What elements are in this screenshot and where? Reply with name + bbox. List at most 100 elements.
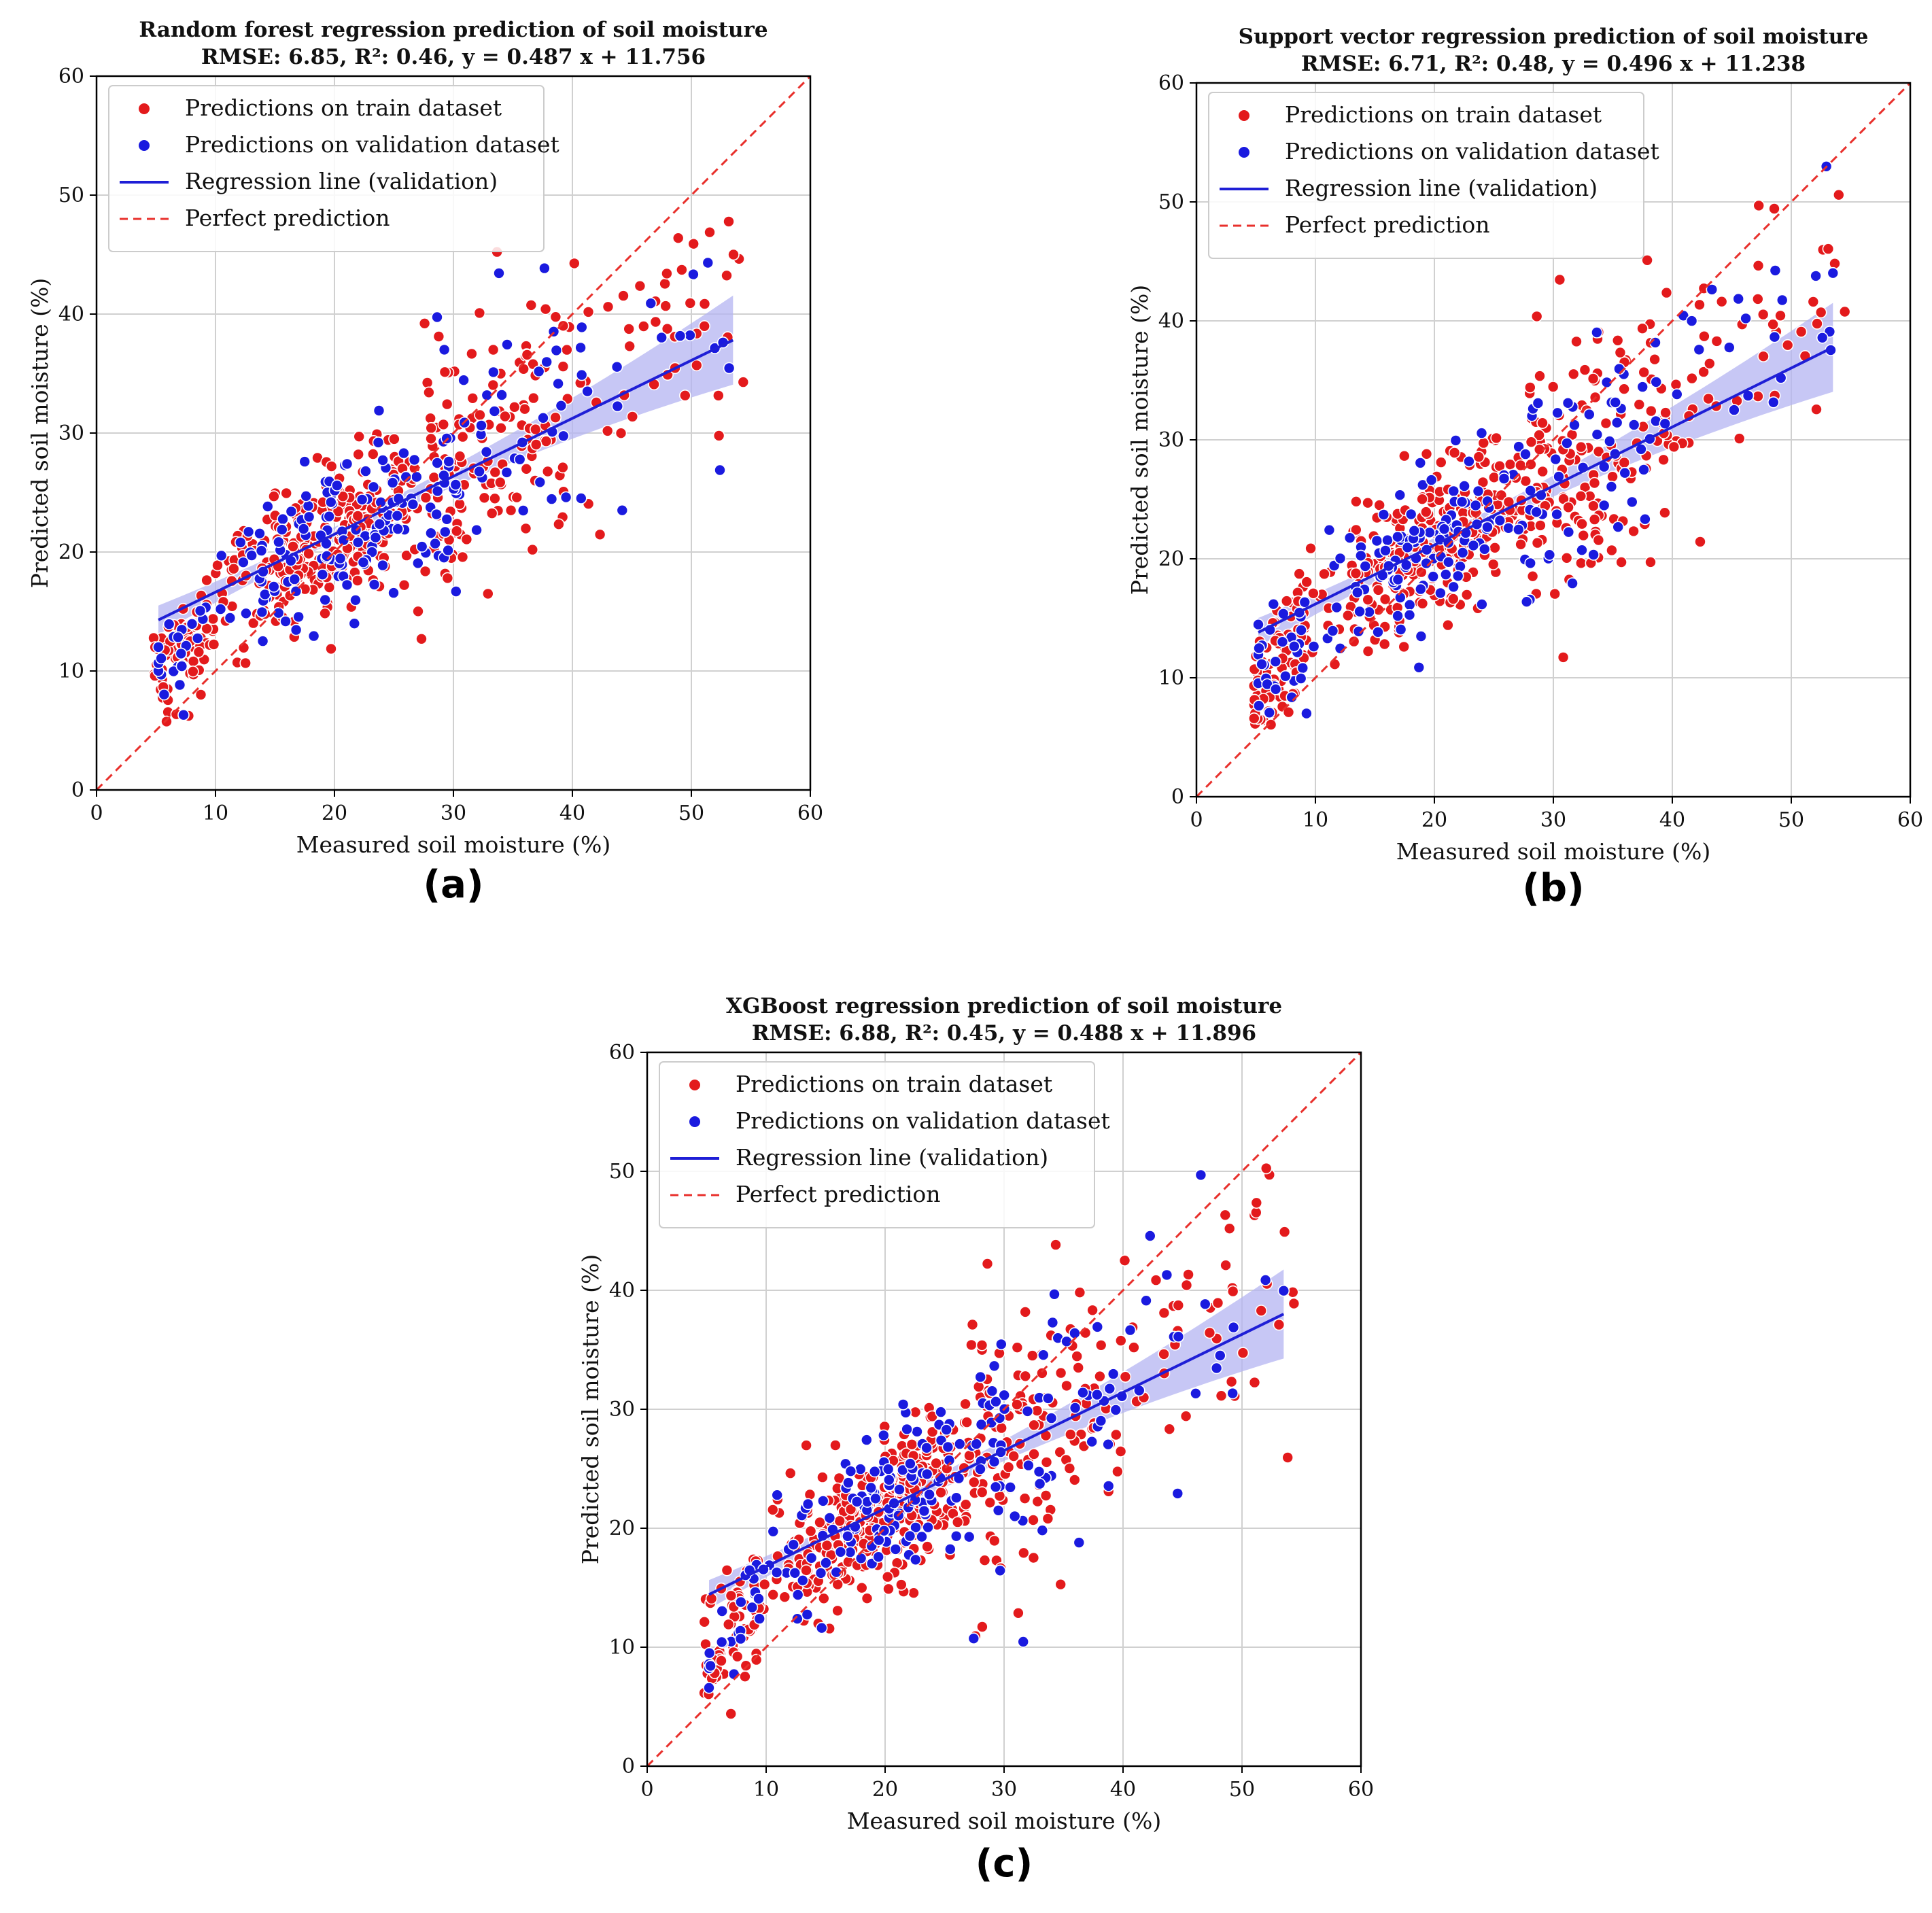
legend-entry: Regression line (validation): [185, 168, 498, 194]
validation-point: [1543, 549, 1556, 562]
validation-point: [1256, 658, 1268, 670]
validation-point: [1551, 508, 1563, 521]
validation-point: [1008, 1510, 1021, 1523]
train-point: [1530, 310, 1543, 323]
x-tick-label: 60: [797, 802, 823, 825]
train-point: [1280, 595, 1293, 607]
validation-point: [496, 389, 508, 401]
train-point: [722, 1618, 735, 1631]
validation-point: [488, 405, 501, 417]
validation-point: [1160, 1269, 1173, 1281]
y-tick-label: 20: [1158, 547, 1184, 571]
validation-point: [1403, 598, 1416, 611]
validation-point: [805, 1552, 818, 1564]
panel-c: 00 10 10 20 20 30 30 40 40 50 50 60 60 XGBoost regres…: [577, 994, 1374, 1886]
train-point: [351, 574, 364, 587]
validation-point: [910, 1521, 922, 1534]
validation-point: [175, 660, 188, 672]
x-tick-label: 40: [1110, 1778, 1136, 1802]
train-point: [978, 1554, 991, 1566]
validation-point: [1045, 1412, 1058, 1424]
validation-point: [175, 647, 188, 660]
validation-point: [944, 1543, 956, 1555]
validation-point: [1451, 570, 1464, 583]
validation-point: [410, 470, 423, 483]
validation-point: [1816, 331, 1829, 344]
validation-point: [734, 1632, 747, 1645]
x-tick-label: 0: [90, 802, 103, 825]
validation-point: [1549, 453, 1562, 466]
train-point: [1054, 1578, 1067, 1591]
validation-point: [1447, 581, 1460, 593]
train-point: [1576, 517, 1588, 530]
validation-point: [954, 1438, 966, 1450]
validation-point: [369, 531, 382, 544]
train-point: [194, 689, 207, 701]
y-tick-label: 50: [1158, 190, 1184, 214]
train-point: [1118, 1254, 1131, 1266]
train-point: [750, 1653, 763, 1666]
validation-point: [501, 339, 513, 351]
train-point: [539, 303, 552, 315]
train-point: [1278, 1226, 1291, 1238]
validation-point: [920, 1442, 933, 1454]
y-tick-label: 40: [609, 1279, 635, 1303]
validation-point: [191, 632, 204, 644]
train-point: [1627, 525, 1640, 538]
train-point: [1260, 1162, 1273, 1175]
validation-point: [458, 374, 470, 387]
validation-point: [443, 455, 455, 468]
validation-point: [1379, 545, 1392, 557]
train-point: [541, 465, 554, 478]
train-point: [615, 427, 627, 440]
validation-point: [1091, 1321, 1104, 1333]
legend-box: [659, 1061, 1095, 1228]
validation-point: [940, 1424, 952, 1436]
train-point: [1704, 357, 1716, 370]
validation-point: [610, 360, 623, 373]
validation-point: [267, 581, 280, 593]
train-point: [1054, 1366, 1067, 1379]
validation-point: [470, 523, 483, 536]
validation-point: [330, 479, 343, 492]
train-point: [192, 646, 205, 658]
validation-point: [655, 331, 668, 344]
train-point: [366, 448, 379, 460]
validation-point: [341, 458, 353, 470]
train-point: [1362, 496, 1374, 509]
validation-point: [1740, 312, 1752, 325]
train-point: [1110, 1428, 1122, 1441]
train-point: [425, 421, 438, 434]
train-point: [1180, 1279, 1193, 1292]
train-point: [661, 267, 673, 280]
validation-point: [1427, 570, 1439, 583]
legend-entry: Predictions on train dataset: [736, 1071, 1052, 1097]
train-point: [672, 232, 685, 245]
validation-point: [1530, 506, 1542, 519]
train-point: [450, 525, 463, 538]
validation-point: [1612, 521, 1624, 534]
train-point: [739, 1670, 751, 1683]
train-point: [453, 450, 466, 463]
validation-point: [1267, 598, 1280, 610]
train-point: [337, 490, 349, 503]
train-point: [988, 1534, 1001, 1547]
train-point: [778, 1591, 791, 1603]
validation-point: [377, 559, 389, 572]
validation-point: [1414, 457, 1427, 469]
train-point: [976, 1486, 988, 1498]
validation-point: [1252, 618, 1264, 631]
train-point: [549, 311, 562, 324]
train-point: [280, 487, 293, 500]
y-tick-label: 50: [609, 1160, 635, 1184]
legend-entry: Predictions on train dataset: [185, 94, 502, 121]
train-point: [659, 277, 671, 290]
validation-point: [1685, 315, 1698, 327]
train-point: [995, 1421, 1007, 1434]
validation-point: [256, 606, 269, 619]
x-tick-label: 0: [1190, 808, 1203, 832]
train-point: [323, 581, 336, 593]
train-point: [930, 1457, 942, 1470]
validation-point: [1576, 544, 1588, 557]
